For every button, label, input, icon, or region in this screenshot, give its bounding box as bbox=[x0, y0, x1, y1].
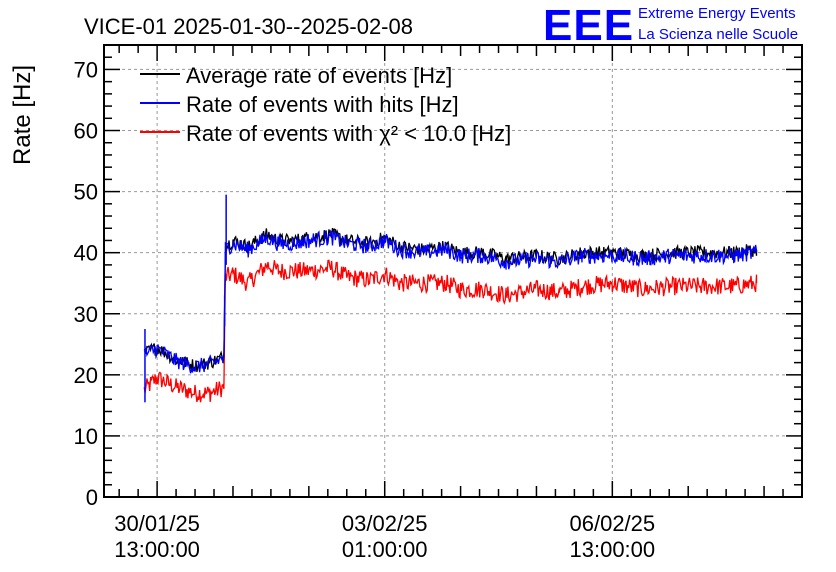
eee-logo-mark: EEE bbox=[543, 1, 634, 50]
y-tick-label: 50 bbox=[74, 180, 98, 205]
y-tick-label: 60 bbox=[74, 119, 98, 144]
legend-label-1: Rate of events with hits [Hz] bbox=[186, 92, 459, 117]
series-layer bbox=[143, 194, 758, 403]
x-tick-label-date: 30/01/25 bbox=[114, 511, 200, 536]
legend-label-2: Rate of events with χ² < 10.0 [Hz] bbox=[186, 121, 511, 146]
legend: Average rate of events [Hz] Rate of event… bbox=[140, 63, 511, 146]
y-tick-label: 10 bbox=[74, 424, 98, 449]
logo-line-2: La Scienza nelle Scuole bbox=[638, 26, 798, 43]
y-tick-label: 40 bbox=[74, 241, 98, 266]
x-tick-label-date: 03/02/25 bbox=[342, 511, 428, 536]
legend-label-0: Average rate of events [Hz] bbox=[186, 63, 452, 88]
eee-logo: EEE Extreme Energy Events La Scienza nel… bbox=[543, 1, 798, 50]
y-tick-label: 70 bbox=[74, 57, 98, 82]
x-tick-label-time: 13:00:00 bbox=[114, 537, 200, 562]
plot-frame bbox=[103, 44, 803, 498]
x-tick-label-time: 01:00:00 bbox=[342, 537, 428, 562]
series-line-2 bbox=[143, 259, 758, 403]
x-tick-label-time: 13:00:00 bbox=[570, 537, 656, 562]
y-tick-label: 30 bbox=[74, 302, 98, 327]
y-axis-label: Rate [Hz] bbox=[9, 65, 36, 165]
series-line-1 bbox=[144, 229, 758, 374]
logo-line-1: Extreme Energy Events bbox=[638, 5, 796, 22]
y-tick-label: 0 bbox=[86, 485, 98, 510]
axis-ticks: 01020304050607030/01/2513:00:0003/02/250… bbox=[74, 45, 803, 562]
y-tick-label: 20 bbox=[74, 363, 98, 388]
x-tick-label-date: 06/02/25 bbox=[570, 511, 656, 536]
chart-title: VICE-01 2025-01-30--2025-02-08 bbox=[84, 14, 413, 39]
